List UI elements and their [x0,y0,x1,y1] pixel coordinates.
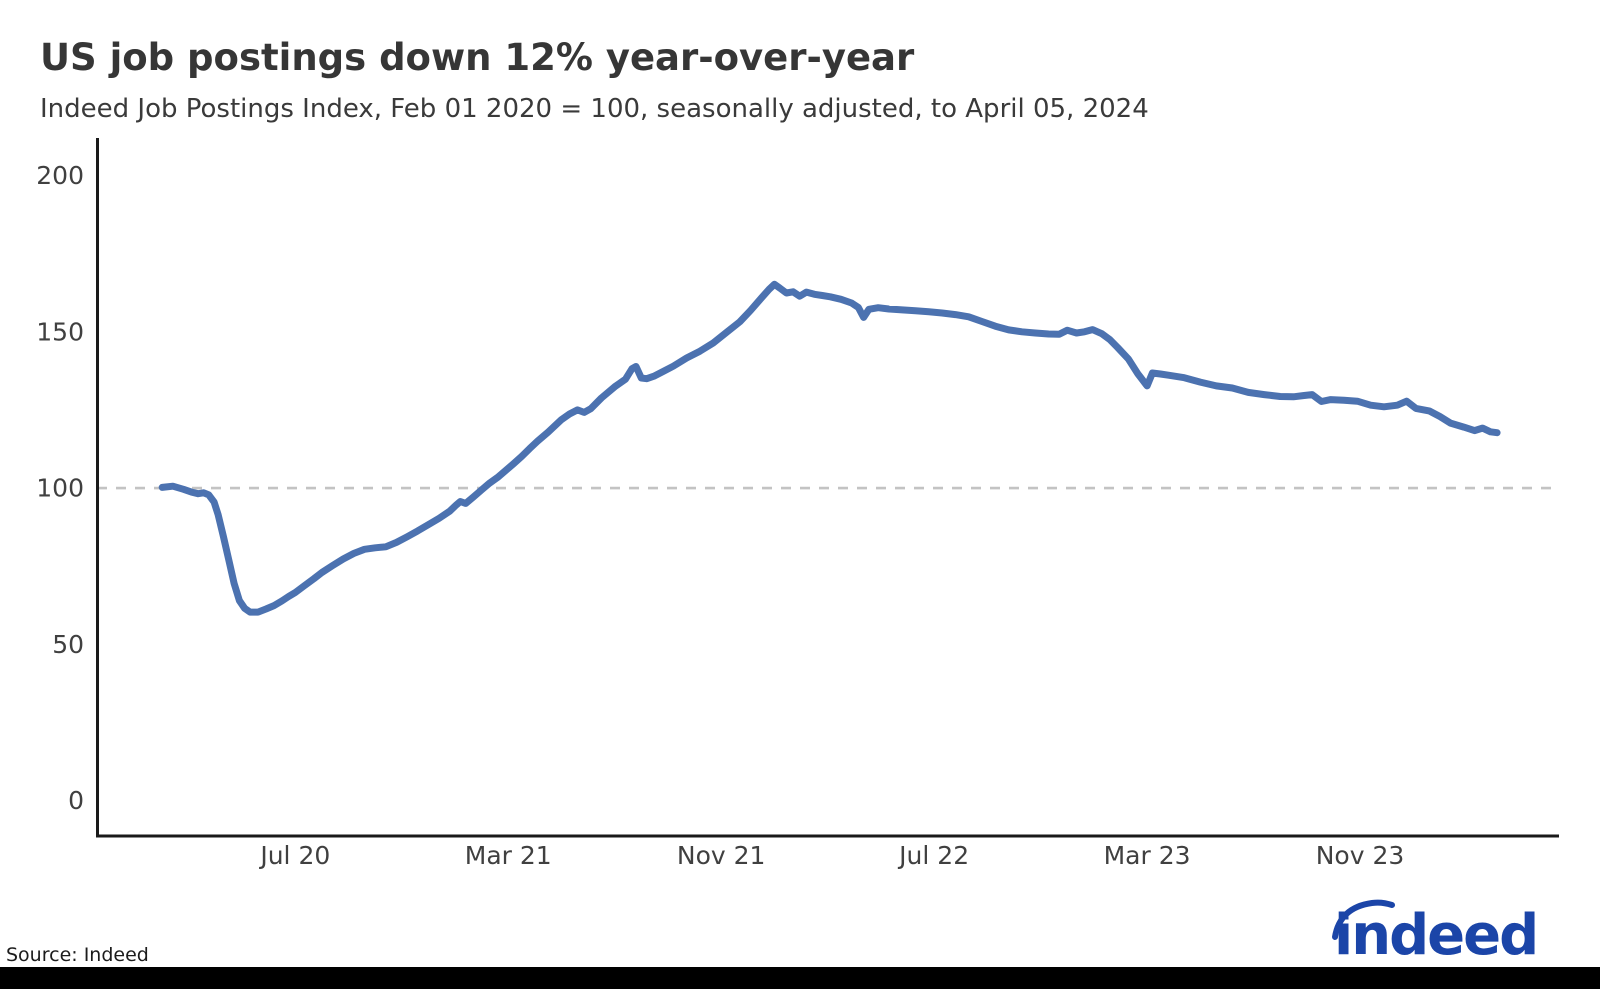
indeed-logo: indeed [1332,899,1539,968]
x-tick-label: Mar 21 [465,841,552,870]
x-tick-label: Jul 22 [897,841,969,870]
logo-swoosh-icon [1332,899,1395,940]
x-tick-label: Nov 21 [677,841,766,870]
y-tick-label: 50 [52,630,84,659]
x-tick-label: Mar 23 [1104,841,1191,870]
y-tick-label: 0 [68,786,84,815]
source-label: Source: Indeed [6,944,149,966]
chart-title: US job postings down 12% year-over-year [40,36,915,79]
x-tick-label: Nov 23 [1316,841,1405,870]
x-tick-label: Jul 20 [258,841,330,870]
chart-subtitle: Indeed Job Postings Index, Feb 01 2020 =… [40,94,1149,124]
logo-wordmark: indeed [1334,903,1537,968]
bottom-black-bar [0,967,1600,989]
y-tick-label: 100 [36,474,84,503]
y-tick-label: 150 [36,317,84,346]
series-line [158,280,1501,616]
y-tick-label: 200 [36,161,84,190]
